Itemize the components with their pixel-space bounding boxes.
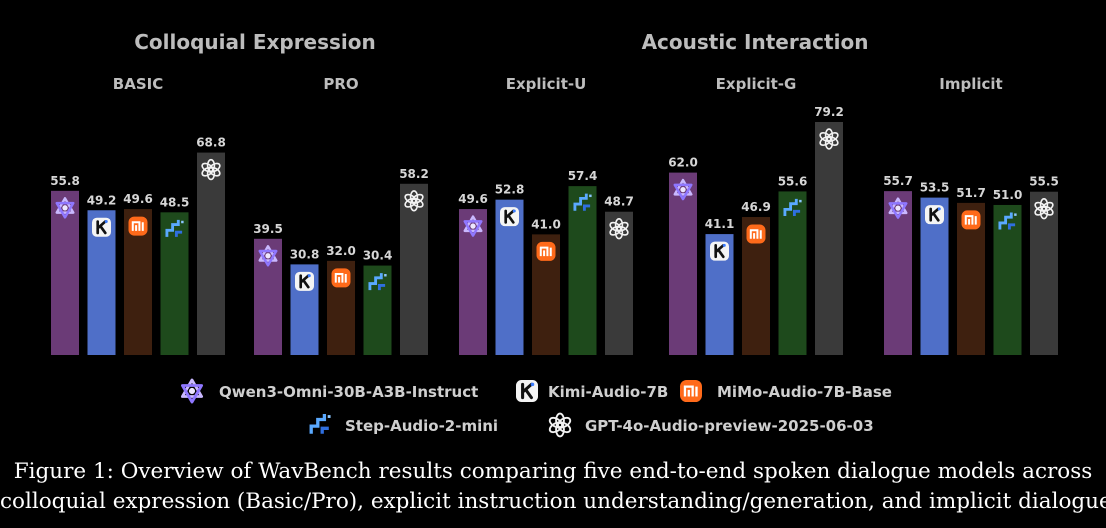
bar-step-audio-2-mini bbox=[568, 186, 597, 355]
legend-item-gpt-4o-audio-preview-2025-06-03: GPT-4o-Audio-preview-2025-06-03 bbox=[548, 412, 874, 438]
value-label: 30.8 bbox=[290, 247, 320, 261]
legend-label: MiMo-Audio-7B-Base bbox=[717, 383, 892, 401]
legend-item-step-audio-2-mini: Step-Audio-2-mini bbox=[309, 413, 498, 435]
value-label: 49.6 bbox=[458, 192, 488, 206]
value-label: 62.0 bbox=[668, 156, 698, 170]
qwen-logo-icon bbox=[180, 378, 204, 404]
bar-step-audio-2-mini bbox=[160, 212, 189, 355]
kimi-logo-icon bbox=[500, 207, 519, 227]
openai-logo-icon bbox=[609, 218, 629, 240]
panel-explicit-u: Explicit-U 49.6 52.8 41.0 57.4 48.7 bbox=[458, 75, 634, 355]
legend-item-qwen3-omni-30b-a3b-instruct: Qwen3-Omni-30B-A3B-Instruct bbox=[180, 378, 478, 404]
openai-logo-icon bbox=[1034, 198, 1054, 220]
mimo-logo-icon bbox=[331, 268, 351, 288]
mimo-logo-icon bbox=[746, 224, 766, 244]
value-label: 41.1 bbox=[705, 217, 735, 231]
step-logo-icon bbox=[309, 413, 331, 434]
group-title-colloquial-expression: Colloquial Expression bbox=[134, 30, 376, 54]
panel-title: Explicit-U bbox=[506, 75, 587, 93]
panel-explicit-g: Explicit-G 62.0 41.1 46.9 55.6 79.2 bbox=[668, 75, 844, 355]
legend-item-mimo-audio-7b-base: MiMo-Audio-7B-Base bbox=[680, 380, 892, 402]
value-label: 53.5 bbox=[920, 181, 950, 195]
legend: Qwen3-Omni-30B-A3B-Instruct Kimi-Audio-7B… bbox=[180, 378, 892, 438]
value-label: 55.5 bbox=[1029, 175, 1059, 189]
bar-gpt-4o-audio-preview-2025-06-03 bbox=[1030, 191, 1058, 355]
bar-gpt-4o-audio-preview-2025-06-03 bbox=[197, 152, 225, 355]
panel-pro: PRO 39.5 30.8 32.0 30.4 58.2 bbox=[253, 75, 429, 355]
figure-caption-line-1: Figure 1: Overview of WavBench results c… bbox=[13, 459, 1093, 484]
openai-logo-icon bbox=[548, 412, 572, 438]
openai-logo-icon bbox=[404, 190, 424, 212]
qwen-logo-icon bbox=[888, 197, 908, 219]
bar-gpt-4o-audio-preview-2025-06-03 bbox=[815, 122, 843, 355]
step-logo-icon bbox=[998, 212, 1017, 230]
value-label: 48.7 bbox=[604, 195, 634, 209]
value-label: 51.7 bbox=[956, 186, 986, 200]
kimi-logo-icon bbox=[710, 241, 729, 261]
legend-label: GPT-4o-Audio-preview-2025-06-03 bbox=[585, 417, 874, 435]
value-label: 46.9 bbox=[741, 200, 771, 214]
mimo-logo-icon bbox=[128, 216, 148, 236]
mimo-logo-icon bbox=[961, 210, 981, 230]
value-label: 55.8 bbox=[50, 174, 80, 188]
figure-caption-line-2: colloquial expression (Basic/Pro), expli… bbox=[0, 489, 1106, 514]
openai-logo-icon bbox=[819, 128, 839, 150]
bar-gpt-4o-audio-preview-2025-06-03 bbox=[400, 183, 428, 355]
bar-step-audio-2-mini bbox=[993, 204, 1022, 355]
value-label: 41.0 bbox=[531, 217, 561, 231]
panel-title: Explicit-G bbox=[716, 75, 797, 93]
panel-title: BASIC bbox=[113, 75, 163, 93]
kimi-logo-icon bbox=[925, 205, 944, 225]
kimi-logo-icon bbox=[92, 217, 111, 237]
qwen-logo-icon bbox=[55, 197, 75, 219]
mimo-logo-icon bbox=[536, 241, 556, 261]
value-label: 79.2 bbox=[814, 105, 844, 119]
value-label: 58.2 bbox=[399, 167, 429, 181]
bar-gpt-4o-audio-preview-2025-06-03 bbox=[605, 211, 633, 355]
panel-implicit: Implicit 55.7 53.5 51.7 51.0 55.5 bbox=[883, 75, 1059, 355]
legend-label: Kimi-Audio-7B bbox=[548, 383, 668, 401]
panel-title: PRO bbox=[323, 75, 358, 93]
value-label: 48.5 bbox=[160, 195, 190, 209]
panel-basic: BASIC 55.8 49.2 49.6 48.5 68.8 bbox=[50, 75, 226, 355]
kimi-logo-icon bbox=[295, 271, 314, 291]
value-label: 55.7 bbox=[883, 174, 913, 188]
value-label: 55.6 bbox=[778, 174, 808, 188]
value-label: 49.2 bbox=[87, 193, 117, 207]
step-logo-icon bbox=[165, 219, 184, 237]
value-label: 39.5 bbox=[253, 222, 283, 236]
step-logo-icon bbox=[573, 193, 592, 211]
value-label: 30.4 bbox=[363, 249, 393, 263]
panel-title: Implicit bbox=[939, 75, 1002, 93]
step-logo-icon bbox=[783, 198, 802, 217]
legend-label: Qwen3-Omni-30B-A3B-Instruct bbox=[219, 383, 478, 401]
mimo-logo-icon bbox=[680, 380, 702, 402]
bar-qwen3-omni-30b-a3b-instruct bbox=[669, 172, 697, 355]
kimi-logo-icon bbox=[516, 380, 538, 402]
bar-step-audio-2-mini bbox=[778, 191, 807, 355]
value-label: 68.8 bbox=[196, 136, 226, 150]
openai-logo-icon bbox=[201, 158, 221, 181]
value-label: 32.0 bbox=[326, 244, 356, 258]
step-logo-icon bbox=[368, 273, 387, 291]
qwen-logo-icon bbox=[463, 215, 483, 237]
value-label: 49.6 bbox=[123, 192, 153, 206]
qwen-logo-icon bbox=[258, 245, 278, 267]
group-title-acoustic-interaction: Acoustic Interaction bbox=[642, 30, 869, 54]
legend-item-kimi-audio-7b: Kimi-Audio-7B bbox=[516, 380, 668, 402]
qwen-logo-icon bbox=[673, 178, 693, 201]
value-label: 51.0 bbox=[993, 188, 1023, 202]
bar-step-audio-2-mini bbox=[363, 265, 392, 355]
value-label: 57.4 bbox=[568, 169, 598, 183]
value-label: 52.8 bbox=[495, 183, 525, 197]
legend-label: Step-Audio-2-mini bbox=[345, 417, 498, 435]
